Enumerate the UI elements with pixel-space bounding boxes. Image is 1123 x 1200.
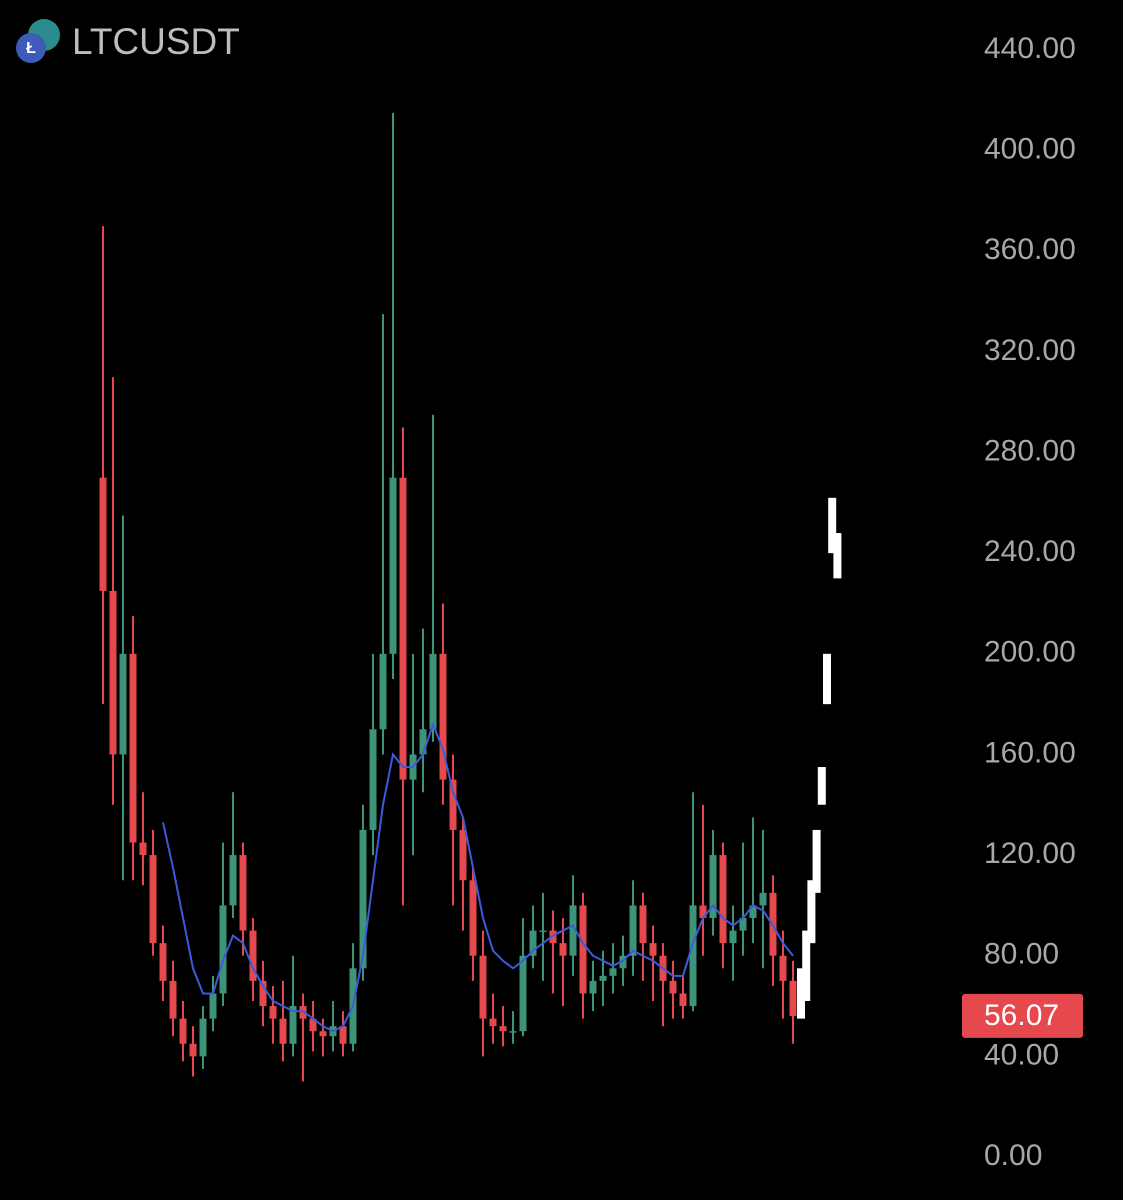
candle-body (399, 477, 407, 780)
candle-body (339, 1026, 347, 1044)
candle-body (289, 1006, 297, 1044)
candle-body (579, 905, 587, 994)
candle-body (469, 880, 477, 956)
y-tick-label: 160.00 (984, 736, 1076, 769)
candle-body (779, 955, 787, 981)
candle-body (519, 955, 527, 1032)
candle-body (569, 905, 577, 956)
candle-body (369, 729, 377, 830)
candle-body (479, 955, 487, 1019)
candle-body (169, 980, 177, 1019)
candle-body (589, 980, 597, 994)
candle-body (379, 653, 387, 730)
candle-body (199, 1018, 207, 1057)
candle-body (709, 855, 717, 918)
candle-body (239, 855, 247, 931)
candle-body (489, 1018, 497, 1027)
candle-body (459, 829, 467, 881)
candle-body (259, 980, 267, 1007)
candle-body (319, 1031, 327, 1037)
candle-body (439, 653, 447, 780)
projection-bar (802, 930, 811, 1002)
candle-body (119, 653, 127, 755)
candle-body (619, 955, 627, 969)
candle-body (729, 930, 737, 944)
candle-body (189, 1043, 197, 1057)
projection-bar (807, 880, 816, 944)
candle-body (609, 968, 617, 976)
candle-body (629, 905, 637, 956)
candle-body (99, 477, 107, 591)
candle-body (279, 1018, 287, 1044)
svg-text:Ł: Ł (26, 40, 36, 57)
y-tick-label: 360.00 (984, 233, 1076, 266)
candle-body (129, 653, 137, 843)
y-tick-label: 40.00 (984, 1038, 1059, 1071)
candle-body (149, 855, 157, 944)
y-tick-label: 200.00 (984, 636, 1076, 669)
candle-body (679, 993, 687, 1007)
y-tick-label: 440.00 (984, 32, 1076, 65)
candle-body (139, 842, 147, 856)
y-tick-label: 400.00 (984, 133, 1076, 166)
candle-body (159, 943, 167, 981)
candle-body (249, 930, 257, 981)
y-tick-label: 240.00 (984, 535, 1076, 568)
projection-bar (817, 767, 826, 805)
candle-body (739, 917, 747, 931)
projection-bar (823, 653, 831, 705)
candle-body (689, 905, 697, 1007)
candle-body (229, 855, 237, 906)
candle-body (449, 779, 457, 830)
candle-body (549, 930, 557, 944)
candle-body (389, 477, 397, 654)
candle-body (759, 892, 767, 906)
candle-body (559, 943, 567, 956)
candle-body (309, 1018, 317, 1032)
candle-body (789, 980, 797, 1016)
candle-body (429, 653, 437, 730)
y-tick-label: 320.00 (984, 334, 1076, 367)
candle-body (219, 905, 227, 994)
y-tick-label: 280.00 (984, 434, 1076, 467)
candle-body (179, 1018, 187, 1044)
candle-body (529, 930, 537, 956)
candle-body (419, 729, 427, 755)
projection-bar (833, 533, 842, 579)
candle-body (509, 1031, 517, 1033)
candle-body (599, 975, 607, 981)
y-tick-label: 120.00 (984, 837, 1076, 870)
candle-body (539, 930, 547, 933)
candle-body (699, 905, 707, 918)
candle-body (669, 980, 677, 994)
candle-body (749, 905, 757, 918)
candle-body (639, 905, 647, 944)
logo: Ł (16, 19, 60, 63)
chart-title: LTCUSDT (72, 21, 240, 62)
moving-average (162, 721, 794, 1033)
candle-body (359, 829, 367, 969)
projection-bar (797, 968, 805, 1019)
candle-body (719, 855, 727, 944)
candle-body (109, 590, 117, 755)
price-tag (962, 993, 1083, 1038)
price-tag-label: 56.07 (984, 999, 1059, 1032)
projection-bar (828, 497, 837, 554)
candle-body (649, 943, 657, 956)
y-tick-label: 0.00 (984, 1139, 1042, 1172)
candle-body (269, 1006, 277, 1019)
candle-body (499, 1026, 507, 1032)
candle-body (299, 1006, 307, 1019)
candle-body (209, 993, 217, 1019)
projection-bar (812, 829, 821, 893)
y-tick-label: 80.00 (984, 938, 1059, 971)
